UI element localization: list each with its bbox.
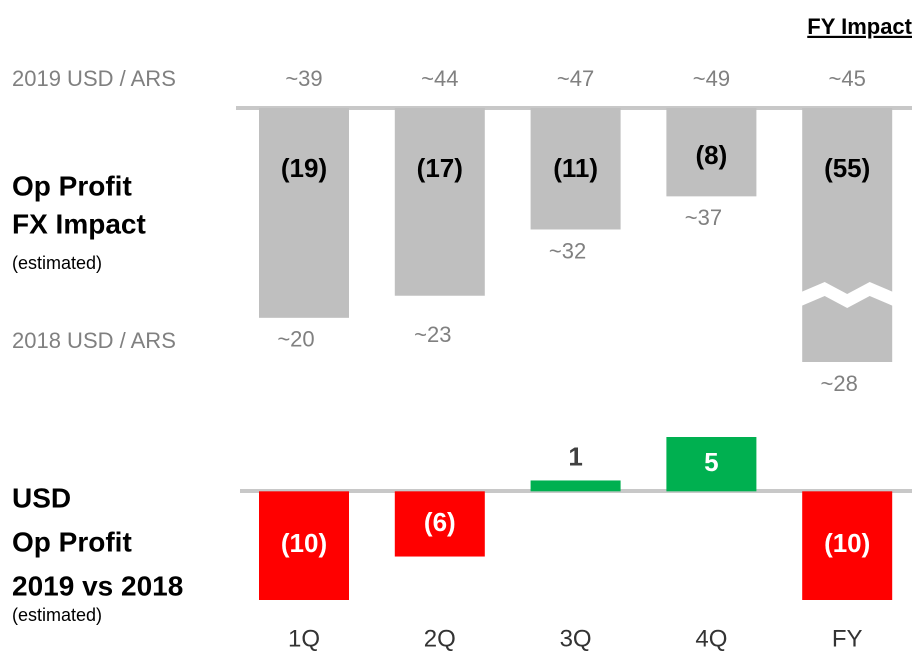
- bar: [259, 491, 349, 600]
- rate-label: ~49: [693, 66, 730, 91]
- rate-label: ~44: [421, 66, 458, 91]
- rate-label: ~39: [285, 66, 322, 91]
- x-tick-label: FY: [832, 625, 863, 652]
- rate-label: ~37: [685, 205, 722, 230]
- bar: [666, 108, 757, 197]
- bar: [666, 437, 757, 492]
- rate-row-label: 2019 USD / ARS: [12, 66, 176, 91]
- axis-break: [801, 282, 894, 308]
- value-label: (55): [824, 153, 870, 183]
- bar: [530, 108, 621, 230]
- side-title: 2019 vs 2018: [12, 570, 183, 601]
- side-title: USD: [12, 482, 71, 513]
- side-title: Op Profit: [12, 170, 132, 201]
- bar: [259, 108, 349, 318]
- rate-label: ~32: [549, 238, 586, 263]
- rate-row-label: 2018 USD / ARS: [12, 328, 176, 353]
- side-title: Op Profit: [12, 526, 132, 557]
- value-label: (8): [696, 140, 728, 170]
- x-tick-label: 3Q: [560, 625, 592, 652]
- value-label: (6): [424, 507, 456, 537]
- x-tick-label: 1Q: [288, 625, 320, 652]
- x-tick-label: 4Q: [695, 625, 727, 652]
- value-label: (11): [553, 153, 598, 183]
- side-title: FX Impact: [12, 208, 146, 239]
- value-label: (19): [281, 153, 327, 183]
- value-label: (10): [281, 528, 327, 558]
- fy-impact-header: FY Impact: [807, 14, 912, 39]
- rate-label: ~28: [821, 371, 858, 396]
- rate-label: ~45: [829, 66, 866, 91]
- bar: [802, 491, 893, 600]
- value-label: 1: [568, 441, 582, 471]
- side-subtitle: (estimated): [12, 605, 102, 625]
- bar: [394, 108, 485, 296]
- value-label: (17): [417, 153, 463, 183]
- side-subtitle: (estimated): [12, 253, 102, 273]
- value-label: 5: [704, 447, 718, 477]
- x-tick-label: 2Q: [424, 625, 456, 652]
- rate-label: ~20: [277, 327, 314, 352]
- value-label: (10): [824, 528, 870, 558]
- bar: [530, 480, 621, 492]
- rate-label: ~47: [557, 66, 594, 91]
- bar: [802, 108, 893, 362]
- rate-label: ~23: [414, 322, 451, 347]
- bar: [394, 491, 485, 557]
